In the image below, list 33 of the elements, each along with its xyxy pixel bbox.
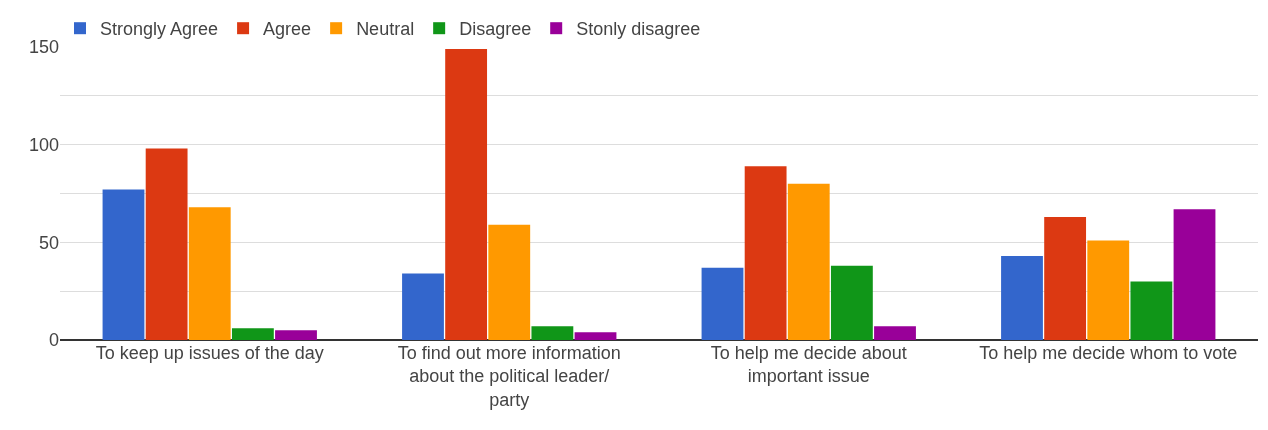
bar (1130, 281, 1173, 340)
y-tick-label: 0 (48, 330, 59, 351)
bar (787, 183, 830, 340)
bar (531, 326, 574, 340)
y-tick-label: 150 (28, 37, 59, 58)
legend-label: Disagree (459, 19, 532, 40)
bar (145, 148, 188, 340)
bar (830, 265, 873, 340)
bar (574, 332, 617, 340)
bar (744, 166, 787, 340)
bar (102, 189, 145, 340)
legend-label: Agree (263, 19, 312, 40)
y-tick-label: 100 (28, 134, 59, 155)
x-tick-label: To help me decide about important issue (710, 343, 907, 387)
bar (488, 224, 531, 340)
bar (402, 273, 444, 340)
bar (1044, 216, 1087, 340)
bar (701, 267, 744, 340)
y-tick-label: 50 (38, 232, 59, 253)
bar (231, 328, 274, 340)
legend-label: Strongly Agree (100, 19, 219, 40)
bar (874, 326, 916, 340)
bar (445, 48, 488, 340)
x-tick-label: To help me decide whom to vote (979, 343, 1238, 363)
legend-label: Stonly disagree (576, 19, 701, 40)
bar (188, 207, 231, 340)
bar (275, 330, 317, 340)
bar (1001, 256, 1043, 340)
x-tick-label: To keep up issues of the day (95, 343, 324, 363)
legend-label: Neutral (356, 19, 415, 40)
bar (1087, 240, 1130, 340)
bar (1173, 209, 1216, 340)
x-tick-label: To find out more information about the political leader/ party (397, 343, 621, 410)
